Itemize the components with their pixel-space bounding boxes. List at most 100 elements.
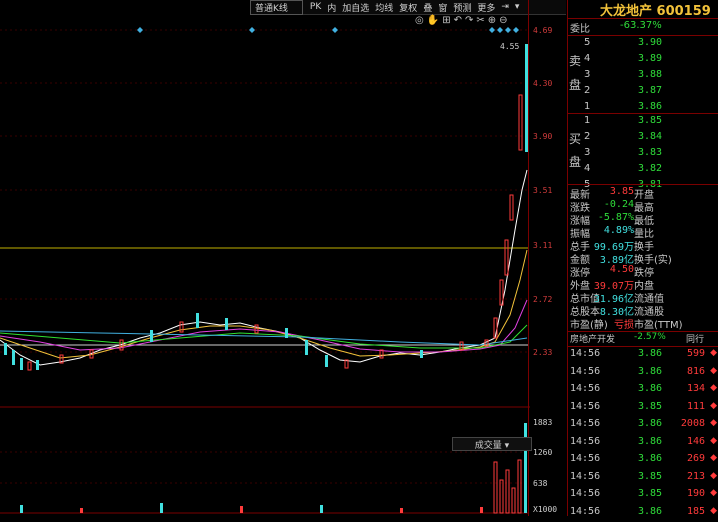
trade-time: 14:56 <box>570 418 601 429</box>
bid-row: 1 3.85 <box>568 115 718 131</box>
toolbar-window[interactable]: 窗 <box>438 3 448 14</box>
grid-icon[interactable]: ⊞ <box>442 15 451 26</box>
volume-bar <box>80 508 83 513</box>
candle <box>420 350 423 358</box>
trade-price: 3.86 <box>638 365 663 377</box>
candle <box>325 355 328 367</box>
quote-value: 39.07万 <box>593 281 634 292</box>
event-marker <box>249 27 255 33</box>
up-arrow-icon: ◆ <box>710 505 717 516</box>
quote-label: 涨幅 <box>570 216 590 227</box>
price-tick: 4.30 <box>533 79 553 88</box>
trade-volume: 146 <box>686 435 705 447</box>
hand-icon[interactable]: ✋ <box>426 15 440 26</box>
ask-price: 3.88 <box>638 69 663 80</box>
quote-label: 振幅 <box>570 229 590 240</box>
ask-row: 4 3.89 <box>568 53 718 69</box>
volume-bar <box>493 461 498 514</box>
volume-bar <box>524 423 527 513</box>
volume-tick: X1000 <box>533 505 558 514</box>
quote-row: 涨跌 -0.24 最高 <box>568 199 718 214</box>
candle <box>484 339 489 347</box>
volume-bar <box>160 503 163 513</box>
trade-row: 14:56 3.86 2008 ◆ <box>568 418 718 434</box>
trade-price: 3.85 <box>638 470 663 482</box>
up-arrow-icon: ◆ <box>710 383 717 393</box>
zoom-in-icon[interactable]: ⊕ <box>487 15 497 26</box>
candle <box>499 279 504 306</box>
volume-bar <box>20 505 23 513</box>
quote-label: 外盘 <box>570 281 590 292</box>
quote-row: 市盈(静) 亏损 市盈(TTM) <box>568 316 718 331</box>
redo-icon[interactable]: ↷ <box>464 15 474 26</box>
period-select[interactable]: 普通K线 <box>250 0 303 15</box>
toolbar-adjust[interactable]: 复权 <box>399 3 418 14</box>
price-tick: 3.51 <box>533 186 553 195</box>
quote-label-2: 流通值 <box>634 294 664 305</box>
trade-volume: 185 <box>686 505 705 517</box>
trade-price: 3.86 <box>638 418 663 429</box>
candles <box>4 44 528 371</box>
price-tick: 3.11 <box>533 241 553 250</box>
toolbar-pk[interactable]: PK <box>309 2 322 12</box>
quote-label: 总市值 <box>570 294 600 305</box>
bid-price: 3.82 <box>638 163 663 174</box>
divider <box>568 331 718 332</box>
trade-time: 14:56 <box>570 488 601 499</box>
trade-price: 3.86 <box>638 453 663 464</box>
toolbar-ma[interactable]: 均线 <box>375 3 394 14</box>
quote-row: 最新 3.85 开盘 <box>568 186 718 201</box>
quote-panel: 大龙地产 600159 委比 -63.37% 卖 盘 5 3.90 4 3.89 3… <box>567 0 718 517</box>
quote-row: 振幅 4.89% 量比 <box>568 225 718 240</box>
toolbar-inner[interactable]: 内 <box>327 3 337 14</box>
quote-value: 31.96亿 <box>593 294 634 305</box>
volume-bar <box>240 506 243 513</box>
quote-label: 涨跌 <box>570 203 590 214</box>
up-arrow-icon: ◆ <box>710 435 717 446</box>
price-axis <box>528 0 529 516</box>
chart-toolbar: 普通K线 PK 内 加自选 均线 复权 叠 窗 预测 更多 ⇥ ▾ <box>250 0 566 15</box>
quote-label-2: 换手 <box>634 242 654 253</box>
candle <box>196 313 199 328</box>
event-marker <box>332 27 338 33</box>
sector-peer: 同行 <box>686 335 705 345</box>
chart-canvas <box>0 27 530 514</box>
candle <box>305 340 308 355</box>
undo-icon[interactable]: ↶ <box>453 15 462 26</box>
toolbar-forecast[interactable]: 预测 <box>453 3 472 14</box>
trade-row: 14:56 3.86 146 ◆ <box>568 436 718 452</box>
quote-value: 3.89亿 <box>599 255 634 266</box>
toolbar-add-watch[interactable]: 加自选 <box>342 3 370 14</box>
dropdown-icon[interactable]: ▾ <box>514 2 520 12</box>
up-arrow-icon: ◆ <box>710 453 717 463</box>
volume-tab[interactable]: 成交量 ▾ <box>452 437 532 451</box>
trade-row: 14:56 3.86 269 ◆ <box>568 453 718 469</box>
pin-icon[interactable]: ⇥ <box>501 2 509 12</box>
quote-row: 涨幅 -5.87% 最低 <box>568 212 718 227</box>
sector-name: 房地产开发 <box>570 335 616 345</box>
ask-level: 3 <box>584 69 591 80</box>
candle <box>379 349 384 359</box>
trade-volume: 213 <box>686 470 705 482</box>
bid-price: 3.85 <box>638 115 663 126</box>
toolbar-more[interactable]: 更多 <box>477 3 496 14</box>
sector-row[interactable]: 房地产开发 -2.57% 同行 <box>568 332 718 348</box>
quote-row: 金额 3.89亿 换手(实) <box>568 251 718 266</box>
buy-label: 买 <box>569 132 582 146</box>
trade-row: 14:56 3.86 185 ◆ <box>568 506 718 522</box>
buy-label: 盘 <box>569 155 582 169</box>
eye-icon[interactable]: ◎ <box>415 15 424 26</box>
ask-level: 5 <box>584 37 591 48</box>
zoom-out-icon[interactable]: ⊖ <box>499 15 508 26</box>
toolbar-overlay[interactable]: 叠 <box>423 3 433 14</box>
ask-price: 3.86 <box>638 101 663 112</box>
quote-label: 总股本 <box>570 307 600 318</box>
trade-volume: 816 <box>686 365 705 377</box>
candle <box>4 343 7 355</box>
trade-price: 3.85 <box>638 400 663 412</box>
scissors-icon[interactable]: ✂ <box>476 15 485 26</box>
bid-price: 3.83 <box>638 147 663 158</box>
kline-chart[interactable]: 普通K线 PK 内 加自选 均线 复权 叠 窗 预测 更多 ⇥ ▾ ◎ ✋ ⊞ … <box>0 0 566 516</box>
weibi-value: -63.37% <box>620 20 662 31</box>
trade-volume: 111 <box>686 400 705 412</box>
